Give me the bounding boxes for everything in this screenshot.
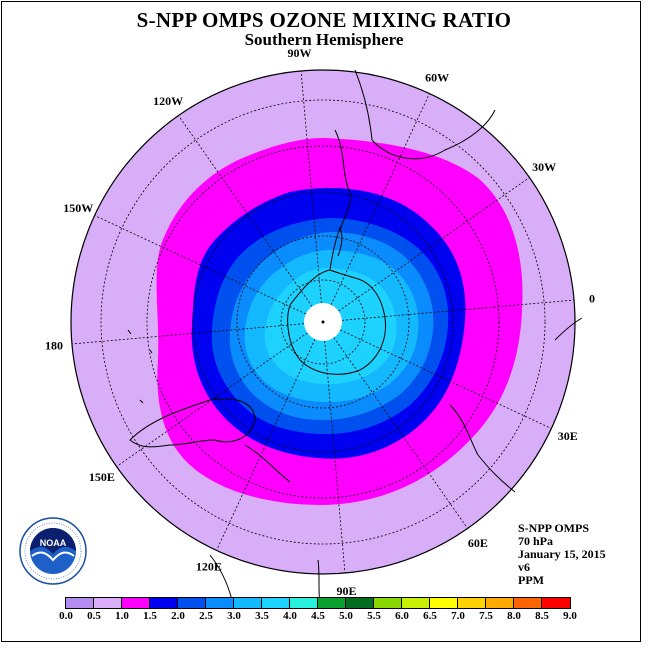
colorbar-swatch — [150, 598, 178, 608]
map-boundary — [70, 69, 576, 575]
colorbar-swatch — [178, 598, 206, 608]
page-subtitle: Southern Hemisphere — [244, 30, 404, 49]
meridian-line — [330, 93, 430, 305]
colorbar-swatch — [318, 598, 346, 608]
meridian-line — [338, 177, 530, 312]
colorbar — [65, 597, 571, 609]
colorbar-tick-label: 8.5 — [535, 610, 549, 622]
longitude-label: 180 — [45, 339, 63, 353]
colorbar-swatch — [374, 598, 402, 608]
colorbar-swatch — [262, 598, 290, 608]
longitude-label: 90E — [337, 584, 357, 598]
longitude-label: 120W — [153, 94, 183, 108]
colorbar-tick-label: 9.0 — [563, 610, 577, 622]
colorbar-tick-label: 2.5 — [199, 610, 213, 622]
graticule — [71, 70, 575, 574]
longitude-label: 150E — [89, 470, 115, 484]
colorbar-swatch — [514, 598, 542, 608]
colorbar-swatch — [290, 598, 318, 608]
longitude-label: 150W — [63, 201, 93, 215]
colorbar-swatch — [486, 598, 514, 608]
colorbar-tick-label: 8.0 — [507, 610, 521, 622]
colorbar-tick-label: 4.5 — [311, 610, 325, 622]
colorbar-swatch — [402, 598, 430, 608]
page-title: S-NPP OMPS OZONE MIXING RATIO — [136, 8, 512, 32]
colorbar-swatch — [94, 598, 122, 608]
colorbar-tick-label: 5.5 — [367, 610, 381, 622]
noaa-logo: NOAA — [19, 517, 87, 585]
meridian-line — [178, 115, 313, 307]
longitude-labels: 90W 60W 30W 0 30E 60E 90E 120E 150E 180 150W 120W — [45, 46, 595, 598]
colorbar-tick-label: 2.0 — [171, 610, 185, 622]
colorbar-swatch — [234, 598, 262, 608]
colorbar-tick-label: 7.0 — [451, 610, 465, 622]
longitude-label: 30E — [558, 429, 578, 443]
meridian-line — [341, 299, 575, 321]
meridian-line — [324, 340, 346, 574]
colorbar-tick-label: 6.5 — [423, 610, 437, 622]
info-panel: S-NPP OMPS 70 hPa January 15, 2015 v6 PP… — [518, 522, 606, 587]
colorbar-tick-label: 6.0 — [395, 610, 409, 622]
pressure-level-label: 70 hPa — [518, 534, 554, 548]
colorbar-tick-label: 1.0 — [115, 610, 129, 622]
colorbar-tick-label: 3.5 — [255, 610, 269, 622]
colorbar-swatch — [542, 598, 570, 608]
meridian-line — [71, 323, 305, 345]
longitude-label: 90W — [287, 46, 311, 60]
meridian-line — [333, 337, 468, 529]
colorbar-swatch — [122, 598, 150, 608]
noaa-logo-text: NOAA — [40, 538, 67, 548]
colorbar-tick-label: 1.5 — [143, 610, 157, 622]
coastlines — [127, 69, 583, 606]
longitude-label: 120E — [196, 560, 222, 574]
colorbar-tick-label: 0.0 — [59, 610, 73, 622]
colorbar-swatch — [206, 598, 234, 608]
version-label: v6 — [518, 560, 530, 574]
colorbar-tick-label: 7.5 — [479, 610, 493, 622]
colorbar-swatch — [346, 598, 374, 608]
units-label: PPM — [518, 573, 544, 587]
colorbar-tick-label: 0.5 — [87, 610, 101, 622]
longitude-label: 60E — [468, 536, 488, 550]
colorbar-swatch — [458, 598, 486, 608]
instrument-label: S-NPP OMPS — [518, 521, 589, 535]
colorbar-swatch — [66, 598, 94, 608]
meridian-line — [94, 215, 306, 315]
meridian-line — [116, 332, 308, 467]
colorbar-tick-label: 3.0 — [227, 610, 241, 622]
date-label: January 15, 2015 — [518, 547, 606, 561]
colorbar-swatch — [430, 598, 458, 608]
figure-frame — [1, 1, 641, 642]
meridian-line — [216, 339, 316, 551]
meridian-line — [300, 70, 322, 304]
colorbar-tick-label: 5.0 — [339, 610, 353, 622]
south-pole-marker — [321, 320, 325, 324]
colorbar-tick-label: 4.0 — [283, 610, 297, 622]
longitude-label: 0 — [589, 291, 595, 305]
meridian-line — [340, 329, 552, 429]
longitude-label: 30W — [532, 160, 556, 174]
colorbar-tick-labels: 0.0 0.5 1.0 1.5 2.0 2.5 3.0 3.5 4.0 4.5 5.0 5.5 6.0 6… — [0, 610, 648, 624]
longitude-label: 60W — [425, 70, 449, 84]
